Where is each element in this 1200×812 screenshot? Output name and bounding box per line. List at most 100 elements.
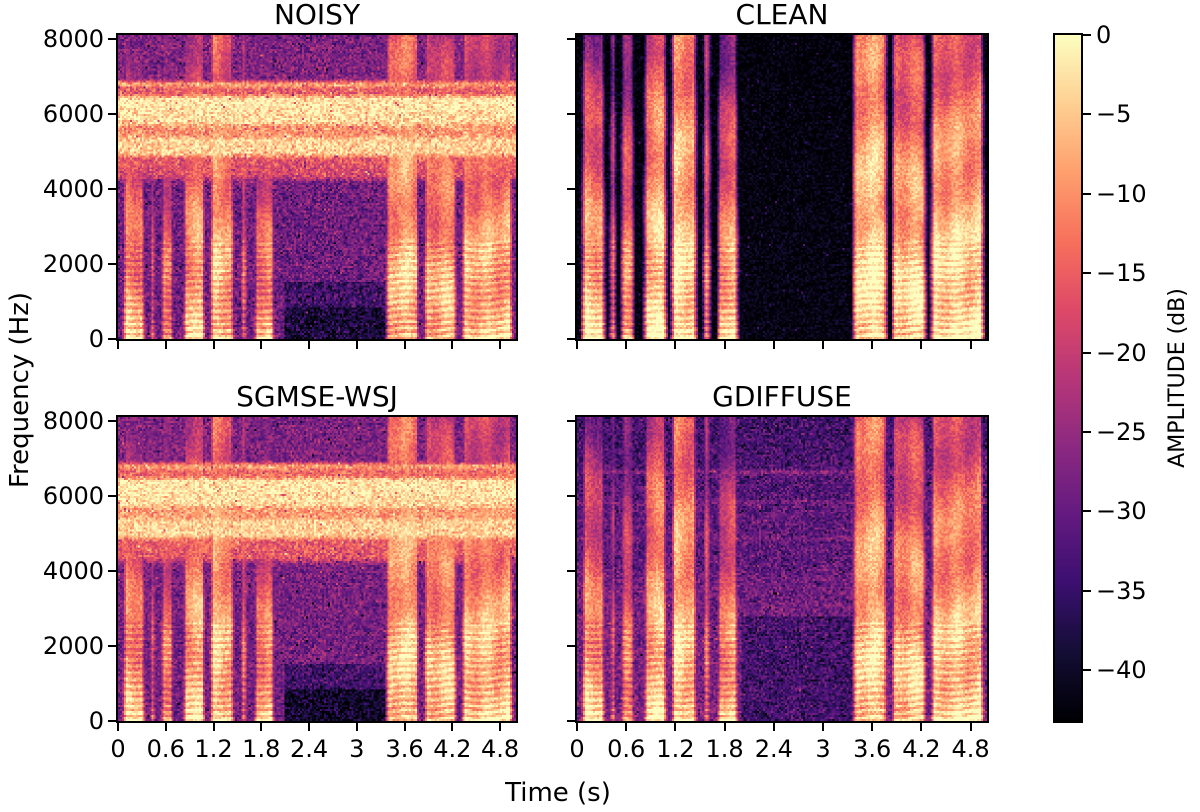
x-tick-mark xyxy=(308,341,311,349)
y-tick-mark xyxy=(567,338,575,340)
x-tick-label: 1.2 xyxy=(656,735,695,763)
x-tick-mark xyxy=(164,723,167,731)
colorbar-tick-label: −40 xyxy=(1096,656,1147,685)
spectrogram-canvas-gdiffuse xyxy=(577,417,987,721)
x-tick-mark xyxy=(451,723,454,731)
y-tick-mark xyxy=(567,720,575,722)
x-tick-label: 1.8 xyxy=(242,735,281,763)
y-tick-mark xyxy=(567,262,575,265)
y-tick-mark xyxy=(567,494,575,497)
x-tick-mark xyxy=(499,341,502,349)
y-tick-label: 0 xyxy=(88,707,104,735)
y-tick-label: 8000 xyxy=(42,406,104,435)
x-tick-mark xyxy=(772,723,775,731)
colorbar-tick-mark xyxy=(1083,430,1091,433)
x-tick-mark xyxy=(451,341,454,349)
y-tick-mark xyxy=(108,112,116,115)
y-tick-label: 4000 xyxy=(42,174,104,203)
colorbar: 0 −5 −10 −15 −20 −25 −30 −35 −40 xyxy=(1053,23,1147,723)
x-tick-mark xyxy=(403,341,406,349)
y-axis-label: Frequency (Hz) xyxy=(5,291,35,489)
colorbar-tick-label: −25 xyxy=(1096,417,1147,446)
x-tick-mark xyxy=(260,341,263,349)
y-tick-mark xyxy=(108,720,116,722)
y-tick-mark xyxy=(567,112,575,115)
x-tick-mark xyxy=(772,341,775,349)
spectrogram-panel-gdiffuse: GDIFFUSE 0 0.6 1.2 1.8 2.4 3 3.6 4.2 4.8 xyxy=(567,381,990,761)
y-tick-mark xyxy=(567,569,575,572)
x-tick-mark xyxy=(355,341,358,349)
colorbar-tick-mark xyxy=(1083,272,1091,275)
x-tick-label: 3.6 xyxy=(853,735,892,763)
spectrogram-panel-noisy: NOISY 0 2000 4000 6000 8000 xyxy=(43,0,518,351)
colorbar-tick-mark xyxy=(1083,589,1091,592)
colorbar-tick-mark xyxy=(1083,192,1091,195)
x-tick-label: 2.4 xyxy=(289,735,329,763)
colorbar-axis-label: AMPLITUDE (dB) xyxy=(1165,288,1190,468)
spectrogram-canvas-sgmse-wsj xyxy=(118,417,516,721)
spectrogram-panel-clean: CLEAN xyxy=(567,0,989,349)
panel-title-gdiffuse: GDIFFUSE xyxy=(712,380,852,413)
x-tick-label: 4.2 xyxy=(433,735,472,763)
colorbar-tick-mark xyxy=(1083,34,1091,36)
x-tick-mark xyxy=(822,341,824,349)
x-tick-mark xyxy=(212,341,215,349)
x-tick-mark xyxy=(723,723,726,731)
colorbar-tick-label: −20 xyxy=(1096,338,1147,367)
spectrogram-canvas-noisy xyxy=(118,35,516,339)
colorbar-tick-label: 0 xyxy=(1096,21,1112,49)
x-tick-mark xyxy=(723,341,726,349)
x-tick-label: 4.8 xyxy=(480,735,520,763)
x-tick-label: 0 xyxy=(110,735,126,763)
x-tick-mark xyxy=(920,723,923,731)
x-tick-mark xyxy=(117,341,119,349)
y-tick-mark xyxy=(567,37,575,40)
colorbar-tick-label: −30 xyxy=(1096,497,1147,526)
x-tick-mark xyxy=(822,723,824,731)
spectrogram-panel-sgmse-wsj: SGMSE-WSJ 0 0.6 1.2 1.8 2.4 3 3.6 4.2 4.8 0 2000 40… xyxy=(43,381,519,762)
colorbar-tick-label: −15 xyxy=(1096,259,1147,288)
y-tick-label: 6000 xyxy=(42,99,104,128)
x-tick-label: 3 xyxy=(349,735,365,763)
y-tick-mark xyxy=(567,187,575,190)
x-tick-mark xyxy=(920,341,923,349)
x-tick-mark xyxy=(674,723,677,731)
colorbar-gradient xyxy=(1055,35,1081,721)
x-tick-label: 4.8 xyxy=(951,735,990,763)
panel-title-sgmse-wsj: SGMSE-WSJ xyxy=(236,380,398,413)
y-tick-mark xyxy=(108,37,116,40)
x-tick-mark xyxy=(117,723,119,731)
y-tick-mark xyxy=(108,494,116,497)
x-axis-label: Time (s) xyxy=(505,778,611,808)
colorbar-tick-label: −5 xyxy=(1096,100,1132,129)
y-tick-mark xyxy=(567,419,575,422)
x-tick-mark xyxy=(969,723,972,731)
colorbar-tick-mark xyxy=(1083,669,1091,672)
x-tick-label: 4.2 xyxy=(902,735,941,763)
y-tick-mark xyxy=(108,262,116,265)
y-tick-mark xyxy=(108,338,116,340)
x-tick-mark xyxy=(625,341,628,349)
x-tick-label: 3.6 xyxy=(385,735,424,763)
y-tick-label: 0 xyxy=(88,325,104,353)
x-tick-label: 3 xyxy=(815,735,831,763)
colorbar-tick-mark xyxy=(1083,351,1091,354)
x-tick-mark xyxy=(625,723,628,731)
x-tick-mark xyxy=(499,723,502,731)
colorbar-tick-mark xyxy=(1083,113,1091,116)
x-tick-mark xyxy=(969,341,972,349)
x-tick-mark xyxy=(871,341,874,349)
colorbar-tick-label: −10 xyxy=(1096,179,1147,208)
x-tick-mark xyxy=(674,341,677,349)
y-tick-mark xyxy=(108,569,116,572)
y-tick-label: 6000 xyxy=(42,481,104,510)
y-tick-label: 2000 xyxy=(42,631,104,660)
x-tick-mark xyxy=(355,723,358,731)
x-tick-mark xyxy=(308,723,311,731)
x-tick-label: 2.4 xyxy=(754,735,793,763)
y-tick-mark xyxy=(108,419,116,422)
x-tick-mark xyxy=(164,341,167,349)
y-tick-label: 4000 xyxy=(42,556,104,585)
x-tick-label: 1.2 xyxy=(194,735,233,763)
